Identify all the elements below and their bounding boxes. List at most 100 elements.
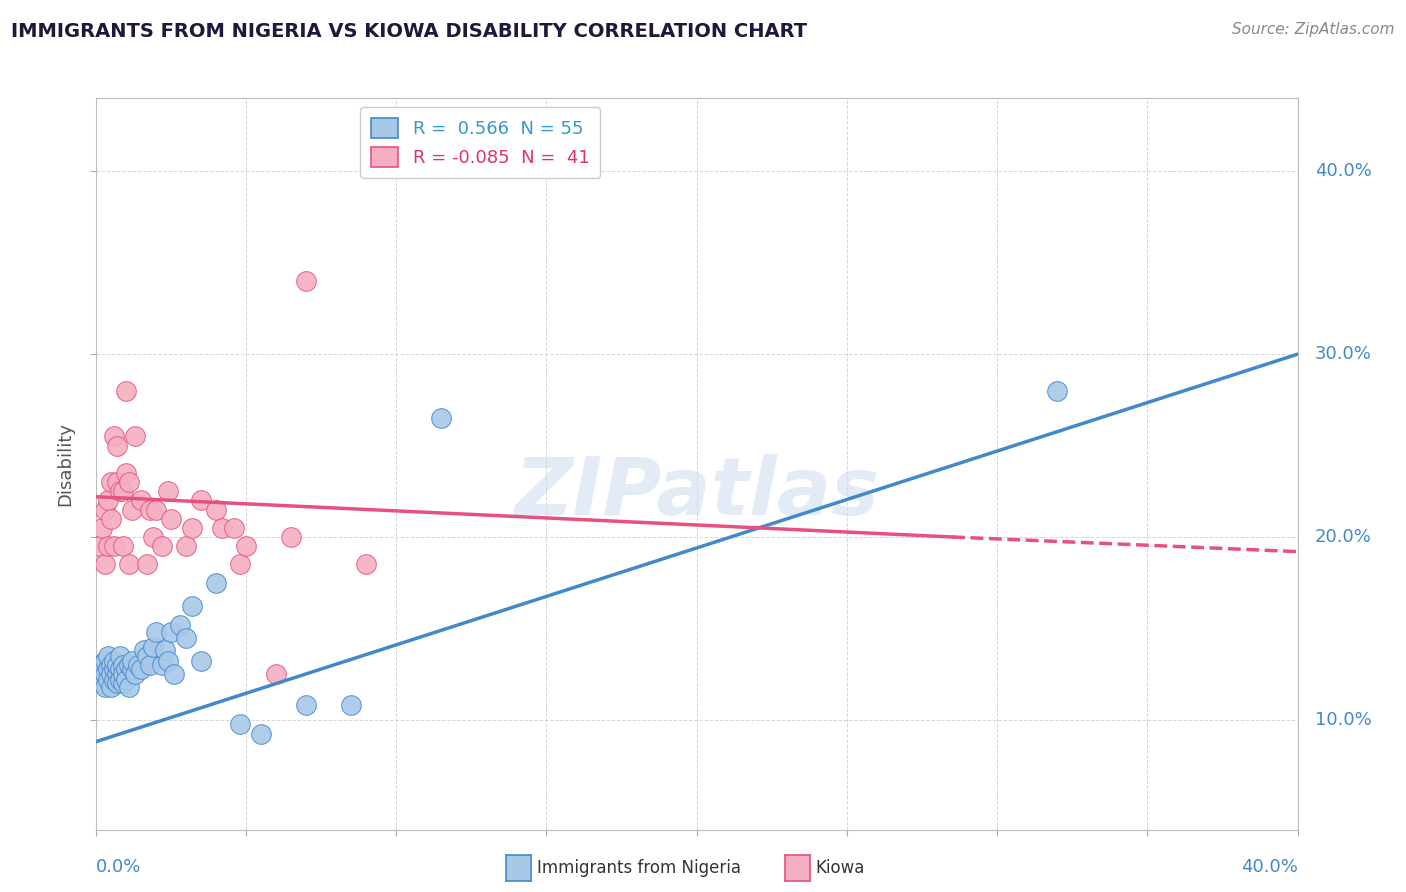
Point [156,654,179,668]
Point [180,599,202,614]
Point [180,521,202,535]
Point [100,512,122,526]
Point [150,658,173,673]
Point [127,658,149,673]
Point [229,558,252,572]
Point [90,676,112,690]
Point [87,539,110,553]
Point [132,643,155,657]
Point [159,625,181,640]
Point [153,643,176,657]
Point [205,575,228,590]
Point [118,658,141,673]
Point [156,484,179,499]
Text: 40.0%: 40.0% [1315,162,1371,180]
Point [108,673,131,687]
Point [211,521,233,535]
Point [93,654,115,668]
Point [93,558,115,572]
Point [97,539,120,553]
Point [235,539,257,553]
Text: Immigrants from Nigeria: Immigrants from Nigeria [537,859,741,877]
Text: Kiowa: Kiowa [815,859,865,877]
Point [100,667,122,681]
Point [222,521,245,535]
Point [100,658,122,673]
Text: 0.0%: 0.0% [96,858,141,876]
Point [111,676,134,690]
Point [124,429,146,443]
Point [280,530,302,544]
Point [108,648,131,663]
Point [103,662,125,676]
Point [111,667,134,681]
Point [1046,384,1069,398]
Point [159,512,181,526]
Point [108,484,131,499]
Point [93,680,115,694]
Point [145,625,167,640]
Point [142,640,165,654]
Point [93,502,115,516]
Point [103,539,125,553]
Point [103,654,125,668]
Point [145,502,167,516]
Point [105,676,128,690]
Point [142,530,165,544]
Point [174,539,197,553]
Point [87,658,110,673]
Point [105,475,128,490]
Point [100,680,122,694]
Point [169,617,191,632]
Point [129,493,152,508]
Point [174,631,197,645]
Point [163,667,186,681]
Point [111,658,134,673]
Point [97,493,120,508]
Y-axis label: Disability: Disability [56,422,75,506]
Point [114,384,136,398]
Text: 10.0%: 10.0% [1315,711,1371,729]
Point [430,411,453,425]
Point [340,698,363,713]
Point [205,502,228,516]
Point [135,558,157,572]
Point [190,654,212,668]
Point [90,658,112,673]
Point [90,521,112,535]
Point [87,667,110,681]
Point [121,662,143,676]
Point [97,662,120,676]
Point [103,429,125,443]
Point [114,662,136,676]
Point [264,667,287,681]
Point [129,662,152,676]
Point [114,673,136,687]
Point [138,658,160,673]
Point [100,475,122,490]
Point [354,558,377,572]
Point [118,558,141,572]
Point [295,274,318,288]
Text: ZIPatlas: ZIPatlas [515,454,879,533]
Point [121,502,143,516]
Point [135,648,157,663]
Point [93,667,115,681]
Point [118,475,141,490]
Point [97,648,120,663]
Text: 40.0%: 40.0% [1241,858,1298,876]
Point [124,667,146,681]
Legend: R =  0.566  N = 55, R = -0.085  N =  41: R = 0.566 N = 55, R = -0.085 N = 41 [360,107,600,178]
Point [105,658,128,673]
Text: IMMIGRANTS FROM NIGERIA VS KIOWA DISABILITY CORRELATION CHART: IMMIGRANTS FROM NIGERIA VS KIOWA DISABIL… [11,22,807,41]
Point [108,662,131,676]
Point [103,673,125,687]
Point [105,667,128,681]
Point [114,466,136,480]
Point [190,493,212,508]
Text: 30.0%: 30.0% [1315,345,1371,363]
Point [138,502,160,516]
Point [295,698,318,713]
Point [150,539,173,553]
Point [229,716,252,731]
